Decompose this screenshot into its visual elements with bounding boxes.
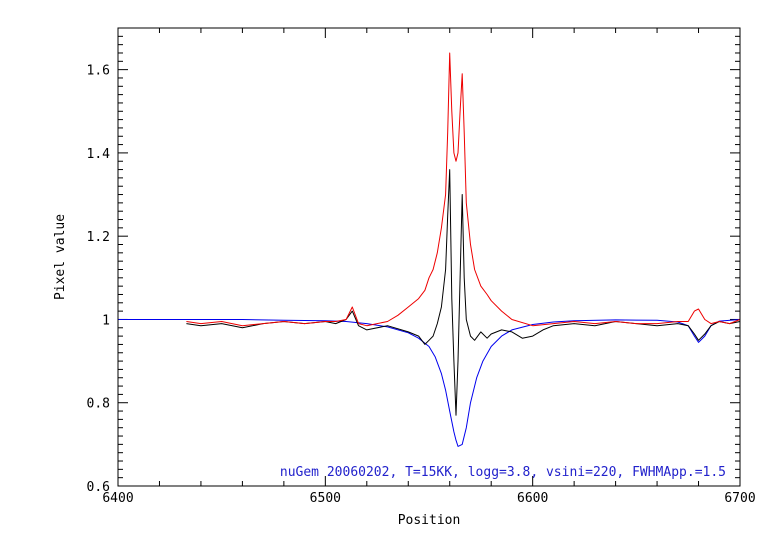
series-layer [118, 52, 741, 447]
chart-annotation: nuGem 20060202, T=15KK, logg=3.8, vsini=… [280, 465, 726, 480]
x-tick-label: 6600 [517, 491, 548, 506]
x-tick-label: 6700 [724, 491, 755, 506]
x-tick-label: 6400 [102, 491, 133, 506]
plot-frame [117, 27, 741, 487]
x-tick-label: 6500 [310, 491, 341, 506]
y-tick-label: 1 [102, 313, 110, 328]
series-line-2 [186, 169, 741, 416]
y-tick-label: 1.2 [87, 230, 110, 245]
y-axis-label: Pixel value [53, 214, 68, 300]
y-tick-label: 1.4 [87, 147, 111, 162]
y-tick-label: 0.8 [87, 397, 110, 412]
y-tick-label: 0.6 [87, 480, 110, 495]
x-axis-label: Position [398, 513, 461, 528]
series-line-3 [186, 52, 741, 327]
y-tick-label: 1.6 [87, 64, 110, 79]
axis-ticks: 6400 6500 6600 6700 0.6 0.8 1 1.2 1.4 1.6 [87, 28, 756, 506]
series-line-1 [118, 319, 741, 447]
